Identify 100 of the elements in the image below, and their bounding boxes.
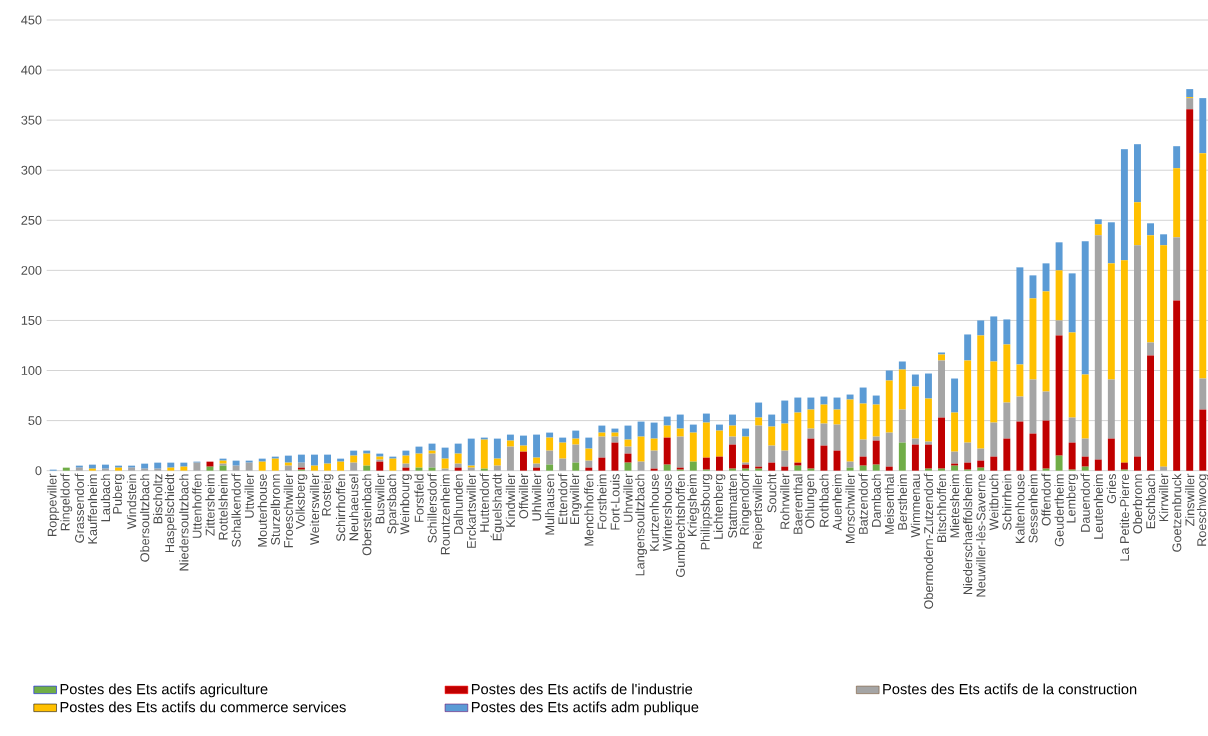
- bar: [1016, 267, 1024, 365]
- bar: [977, 335, 985, 449]
- bar: [1120, 149, 1128, 261]
- x-tick-label: Sessenheim: [1028, 474, 1038, 543]
- legend-label: Postes des Ets actifs agriculture: [60, 683, 268, 698]
- bar: [1068, 417, 1076, 443]
- bar: [938, 352, 945, 355]
- bar: [520, 445, 527, 452]
- bar: [729, 444, 736, 469]
- bar: [1160, 234, 1168, 246]
- x-tick-label: Engwiller: [569, 473, 582, 524]
- bar: [232, 460, 240, 466]
- y-tick-label: 250: [21, 215, 42, 225]
- bar: [938, 360, 945, 418]
- x-tick-label: Neuhaeusel: [349, 474, 359, 541]
- x-tick-label: Leutenheim: [1093, 474, 1103, 539]
- x-tick-label: Froeschwiller: [283, 473, 293, 548]
- y-tick-label: 50: [28, 416, 42, 426]
- bar: [585, 460, 593, 468]
- bar: [1199, 378, 1207, 410]
- x-tick-label: Grassendorf: [74, 473, 84, 543]
- bar: [729, 414, 736, 426]
- bar: [62, 467, 70, 471]
- legend-label: Postes des Ets actifs adm publique: [471, 701, 699, 716]
- bar: [715, 456, 723, 471]
- bar: [820, 445, 828, 471]
- bar: [781, 466, 789, 471]
- x-tick-label: Schillersdorf: [427, 473, 437, 543]
- bar: [1199, 409, 1207, 471]
- x-tick-label: Dalhunden: [453, 474, 463, 534]
- bar: [964, 360, 972, 443]
- bar: [742, 436, 750, 463]
- bar: [572, 430, 580, 439]
- bar: [284, 462, 292, 466]
- bar: [297, 462, 305, 468]
- bar: [428, 453, 436, 468]
- bar: [350, 455, 358, 463]
- x-tick-label: Weinbourg: [400, 474, 412, 535]
- bar: [938, 417, 945, 469]
- bar: [1134, 245, 1141, 457]
- x-tick-label: Laubach: [100, 474, 111, 522]
- bar: [650, 468, 658, 471]
- bar: [951, 412, 959, 452]
- bar: [311, 454, 318, 466]
- bar: [350, 450, 358, 456]
- x-tick-label: Volksberg: [295, 474, 308, 530]
- bar: [585, 467, 593, 471]
- bar: [729, 425, 736, 437]
- x-tick-label: Ringendorf: [739, 473, 752, 535]
- bar: [977, 448, 985, 461]
- bar: [402, 455, 410, 464]
- bar: [742, 468, 750, 471]
- bar: [454, 453, 462, 464]
- bar: [755, 425, 763, 467]
- bar: [911, 374, 919, 387]
- bar: [520, 435, 527, 446]
- y-tick-label: 400: [21, 65, 42, 75]
- bar: [1081, 456, 1089, 467]
- x-tick-label: Offwiller: [518, 473, 529, 519]
- bar: [493, 458, 501, 466]
- bar: [1068, 332, 1076, 418]
- bar: [506, 440, 514, 447]
- bar: [729, 468, 736, 471]
- bar: [258, 461, 266, 471]
- bar: [271, 458, 279, 471]
- x-tick-label: Roppeviller: [47, 473, 60, 536]
- bar: [1134, 202, 1141, 246]
- bar: [977, 467, 985, 471]
- x-tick-label: Geudertheim: [1054, 474, 1064, 547]
- bar: [428, 450, 436, 454]
- bar: [689, 424, 697, 433]
- bar: [480, 439, 488, 469]
- x-tick-label: Gries: [1106, 474, 1116, 504]
- bar: [951, 463, 959, 466]
- bar: [167, 467, 175, 471]
- bar: [1173, 237, 1181, 301]
- bar: [585, 437, 593, 449]
- x-tick-label: Ringeldorf: [60, 473, 73, 531]
- x-tick-label: Niedersoultzbach: [179, 474, 189, 571]
- bar: [663, 425, 671, 438]
- bar: [663, 437, 671, 465]
- bar: [951, 378, 959, 413]
- bar: [1094, 235, 1102, 460]
- x-tick-label: Kindwiller: [505, 473, 516, 527]
- bar: [1055, 270, 1063, 321]
- bar: [702, 457, 710, 470]
- x-tick-label: Soucht: [767, 473, 777, 513]
- bar: [977, 320, 985, 336]
- bar: [520, 451, 527, 471]
- x-tick-label: Bitschhoffen: [936, 474, 947, 543]
- x-tick-label: Weitbruch: [989, 474, 999, 531]
- bar: [872, 404, 880, 437]
- bar: [1081, 438, 1089, 457]
- bar: [1081, 374, 1089, 439]
- x-tick-label: Zittersheim: [205, 474, 215, 536]
- bar: [846, 399, 854, 462]
- y-tick-label: 150: [21, 315, 42, 325]
- bar: [572, 438, 580, 445]
- x-tick-label: Auenheim: [832, 474, 842, 531]
- bar: [1068, 442, 1076, 470]
